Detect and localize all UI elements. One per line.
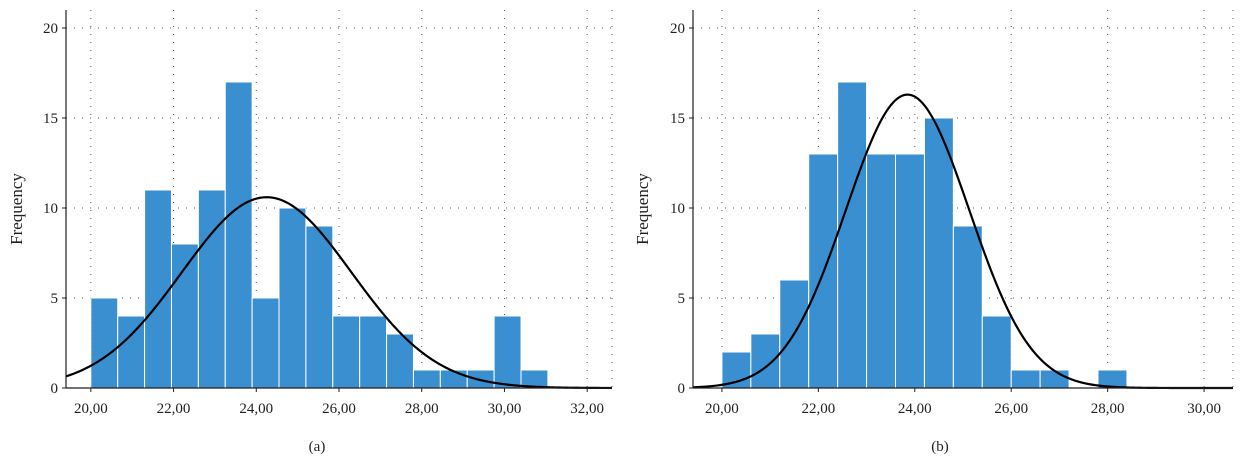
panel-caption: (b) — [931, 439, 949, 455]
histogram-bar — [224, 81, 253, 389]
x-tick-label: 26,00 — [322, 401, 356, 417]
x-tick-label: 32,00 — [570, 401, 604, 417]
x-tick-label: 30,00 — [488, 401, 522, 417]
y-tick-label: 5 — [51, 291, 59, 307]
normal-curve — [65, 196, 612, 390]
y-tick-label: 10 — [670, 201, 685, 217]
histogram-bar — [923, 117, 954, 389]
y-tick-label: 15 — [670, 111, 685, 127]
x-tick-label: 22,00 — [157, 401, 191, 417]
y-tick-label: 15 — [43, 111, 58, 127]
y-tick-label: 20 — [43, 21, 58, 37]
histogram-bar — [493, 315, 522, 389]
histogram-bar — [305, 225, 334, 389]
y-tick-label: 10 — [43, 201, 58, 217]
x-tick-label: 24,00 — [239, 401, 273, 417]
histogram-bar — [439, 369, 468, 389]
histogram-bar — [278, 207, 307, 389]
x-tick-label: 22,00 — [801, 401, 835, 417]
histogram-bar — [90, 297, 119, 389]
histogram-bar — [952, 225, 983, 389]
x-tick-label: 26,00 — [994, 401, 1028, 417]
histogram-bar — [866, 153, 896, 389]
histogram-bar — [117, 315, 146, 389]
histogram-bar — [332, 315, 361, 389]
histogram-bar — [197, 189, 226, 389]
histogram-bar — [1039, 369, 1070, 389]
x-tick-label: 30,00 — [1187, 401, 1221, 417]
y-axis-title: Frequency — [7, 173, 26, 245]
x-tick-label: 20,00 — [705, 401, 739, 417]
x-tick-label: 28,00 — [405, 401, 439, 417]
x-tick-label: 28,00 — [1091, 401, 1125, 417]
histogram-panel-a: 0 5 10 15 20 20,00 22,00 24,00 26,00 28,00 30,00 32… — [7, 10, 613, 455]
histogram-panel-b: 0 5 10 15 20 20,00 22,00 24,00 26,00 28,00 30,00 Fr… — [633, 10, 1234, 455]
y-tick-label: 20 — [670, 21, 685, 37]
y-tick-label: 0 — [678, 381, 686, 397]
histogram-bar — [895, 153, 925, 389]
y-axis-title: Frequency — [633, 173, 652, 245]
y-tick-label: 5 — [678, 291, 686, 307]
histogram-bar — [981, 315, 1012, 389]
histogram-bar — [412, 369, 441, 389]
histogram-bar — [251, 297, 280, 389]
x-tick-label: 24,00 — [898, 401, 932, 417]
histogram-bar — [750, 333, 781, 389]
histogram-bar — [1010, 369, 1041, 389]
x-tick-label: 20,00 — [74, 401, 108, 417]
y-tick-label: 0 — [51, 381, 59, 397]
histogram-bar — [837, 81, 868, 389]
histogram-bar — [144, 189, 172, 389]
histogram-bar — [359, 315, 388, 389]
panel-caption: (a) — [309, 439, 326, 455]
histogram-bar — [170, 243, 199, 389]
